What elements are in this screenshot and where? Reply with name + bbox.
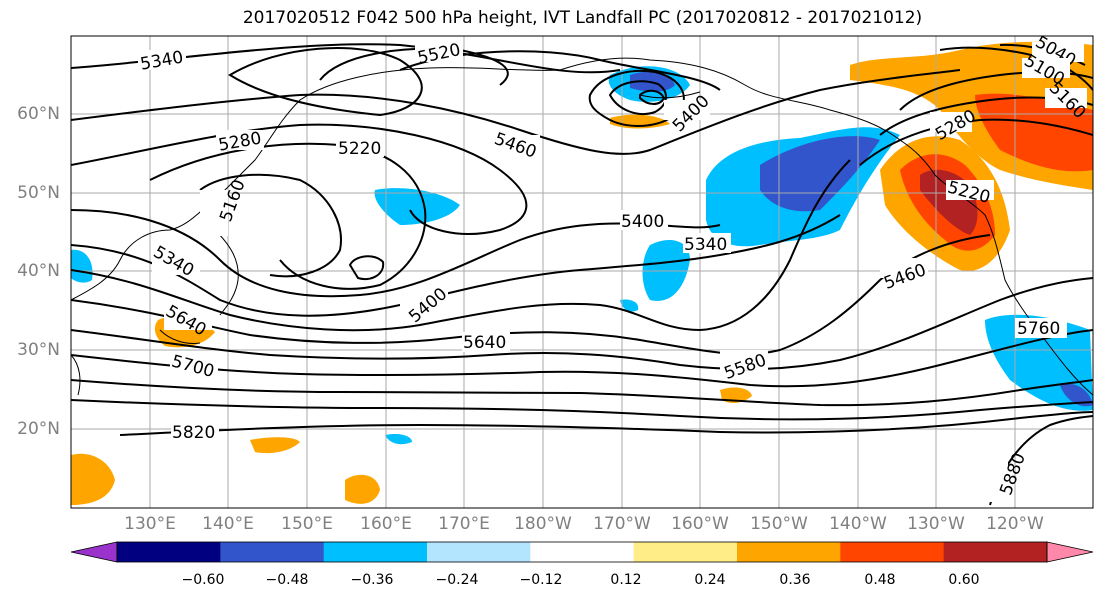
lon-label: 130°W bbox=[907, 514, 965, 534]
svg-text:5220: 5220 bbox=[338, 139, 381, 159]
colorbar-segment bbox=[737, 542, 841, 562]
colorbar-outline bbox=[116, 541, 1048, 563]
contour-label: 5820 bbox=[171, 422, 219, 443]
contour-label: 5340 bbox=[683, 233, 731, 255]
colorbar-tick: 0.48 bbox=[864, 572, 896, 588]
lon-label: 170°E bbox=[438, 514, 490, 534]
colorbar-segment bbox=[943, 542, 1048, 562]
lon-label: 170°W bbox=[593, 514, 651, 534]
lon-label: 140°W bbox=[829, 514, 887, 534]
contour-label: 5760 bbox=[1015, 318, 1067, 339]
lon-label: 130°E bbox=[124, 514, 176, 534]
lat-label: 20°N bbox=[17, 419, 60, 439]
colorbar-tick: −0.60 bbox=[181, 572, 225, 588]
lat-label: 40°N bbox=[17, 261, 60, 281]
colorbar-extend-high bbox=[1046, 541, 1094, 563]
svg-text:5820: 5820 bbox=[172, 423, 215, 443]
colorbar-tick: −0.24 bbox=[435, 572, 479, 588]
lon-label: 150°E bbox=[281, 514, 333, 534]
colorbar-segment bbox=[427, 542, 531, 562]
contour-label: 5340 bbox=[150, 242, 200, 281]
colorbar-tick: 0.36 bbox=[779, 572, 811, 588]
svg-text:5340: 5340 bbox=[684, 235, 727, 255]
colorbar-tick: −0.12 bbox=[519, 572, 563, 588]
svg-text:5400: 5400 bbox=[621, 212, 664, 232]
colorbar-segment bbox=[117, 542, 221, 562]
svg-text:5760: 5760 bbox=[1017, 319, 1060, 339]
lon-label: 140°E bbox=[202, 514, 254, 534]
colorbar bbox=[70, 541, 1094, 563]
colorbar-tick: 0.24 bbox=[694, 572, 726, 588]
lat-label: 30°N bbox=[17, 340, 60, 360]
colorbar-tick: −0.48 bbox=[265, 572, 309, 588]
lon-label: 160°E bbox=[360, 514, 412, 534]
colorbar-tick: 0.60 bbox=[948, 572, 980, 588]
colorbar-tick: 0.12 bbox=[610, 572, 642, 588]
colorbar-segment bbox=[530, 542, 635, 562]
lat-label: 60°N bbox=[17, 104, 60, 124]
map-title: 2017020512 F042 500 hPa height, IVT Land… bbox=[242, 8, 923, 28]
contour-label: 5400 bbox=[620, 210, 668, 232]
coastlines bbox=[71, 57, 1093, 396]
contour-label: 5220 bbox=[336, 137, 384, 159]
colorbar-extend-low bbox=[70, 541, 118, 563]
colorbar-segment bbox=[840, 542, 945, 562]
lon-label: 120°W bbox=[986, 514, 1044, 534]
colorbar-segment bbox=[633, 542, 738, 562]
lon-label: 180°W bbox=[514, 514, 572, 534]
svg-text:5640: 5640 bbox=[463, 333, 506, 353]
colorbar-tick: −0.36 bbox=[350, 572, 394, 588]
lat-label: 50°N bbox=[17, 183, 60, 203]
contour-label: 5640 bbox=[462, 332, 510, 353]
colorbar-segment bbox=[220, 542, 325, 562]
height-contours bbox=[71, 43, 1093, 506]
colorbar-segment bbox=[323, 542, 428, 562]
lon-label: 160°W bbox=[671, 514, 729, 534]
lon-label: 150°W bbox=[750, 514, 808, 534]
